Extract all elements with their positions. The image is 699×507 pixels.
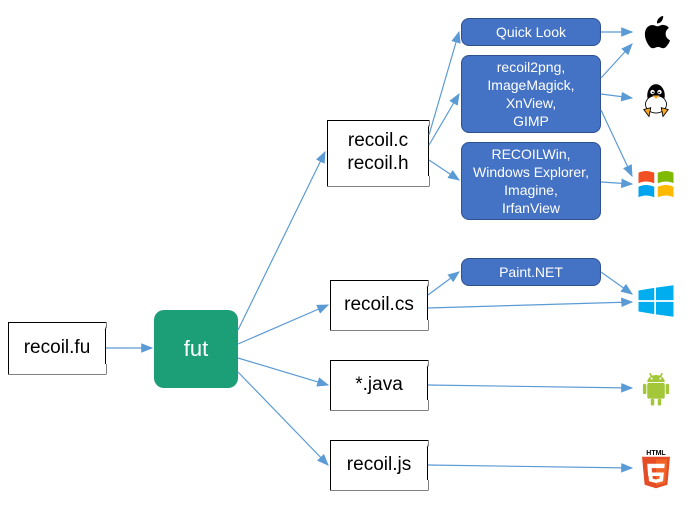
node-cs: recoil.cs xyxy=(330,280,428,330)
android-icon xyxy=(635,368,677,410)
node-cs-label: recoil.cs xyxy=(332,284,426,327)
node-png-tools-label: recoil2png, ImageMagick, XnView, GIMP xyxy=(487,58,574,131)
windows7-icon xyxy=(635,164,677,206)
node-win-tools: RECOILWin, Windows Explorer, Imagine, Ir… xyxy=(461,142,601,220)
node-source: recoil.fu xyxy=(8,322,106,374)
node-compiler: fut xyxy=(154,310,238,388)
node-js: recoil.js xyxy=(330,440,428,490)
html5-icon: HTML xyxy=(635,448,677,490)
flow-diagram: recoil.fu fut recoil.c recoil.h recoil.c… xyxy=(0,0,699,507)
node-c-h: recoil.c recoil.h xyxy=(327,120,429,186)
node-c-h-label: recoil.c recoil.h xyxy=(335,120,420,186)
node-js-label: recoil.js xyxy=(335,444,423,487)
node-png-tools: recoil2png, ImageMagick, XnView, GIMP xyxy=(461,55,601,133)
node-compiler-label: fut xyxy=(184,336,208,362)
node-java: *.java xyxy=(330,360,428,410)
node-source-label: recoil.fu xyxy=(12,327,103,370)
apple-icon xyxy=(635,12,677,54)
node-win-tools-label: RECOILWin, Windows Explorer, Imagine, Ir… xyxy=(473,145,589,218)
node-paintnet: Paint.NET xyxy=(461,258,601,286)
node-quicklook-label: Quick Look xyxy=(496,23,566,41)
node-quicklook: Quick Look xyxy=(461,18,601,46)
svg-text:HTML: HTML xyxy=(646,450,666,457)
node-paintnet-label: Paint.NET xyxy=(499,263,563,281)
linux-icon xyxy=(635,78,677,120)
node-java-label: *.java xyxy=(343,364,415,407)
windows8-icon xyxy=(635,280,677,322)
